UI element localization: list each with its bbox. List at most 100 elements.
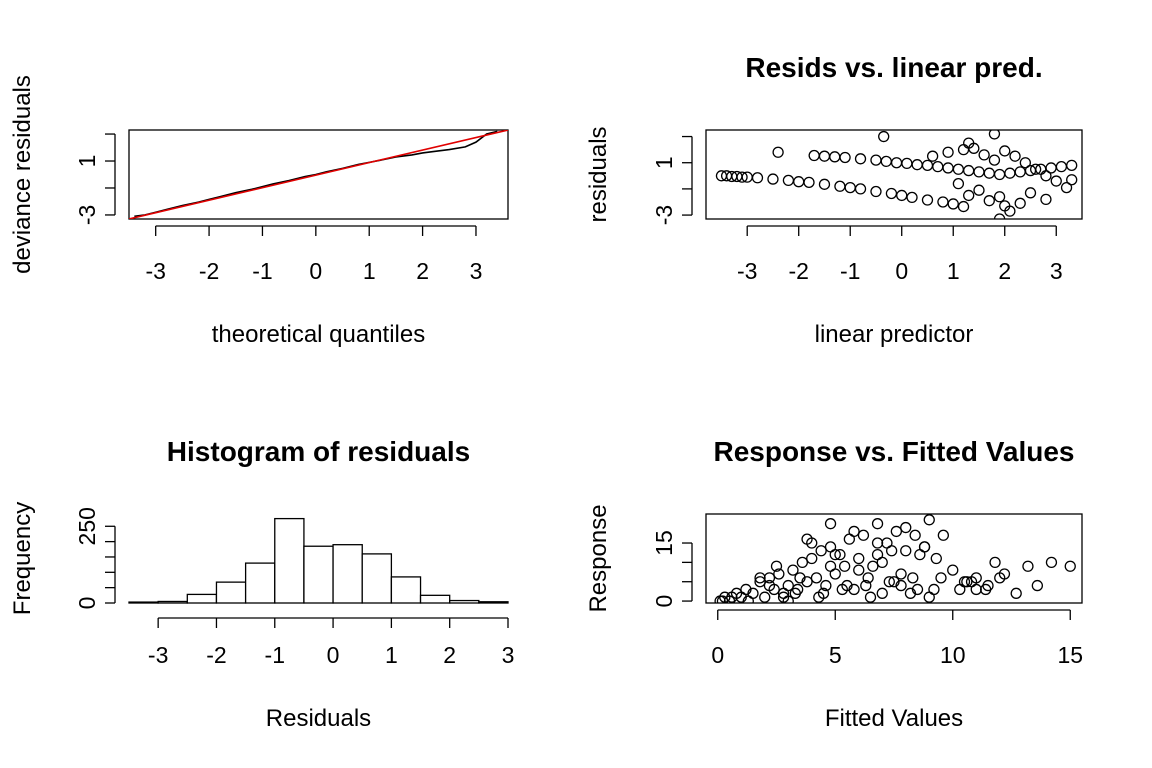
data-point [844,181,856,194]
x-tick-label: 15 [1057,642,1083,668]
data-point [815,545,827,557]
data-point [824,560,837,572]
data-point [870,154,882,166]
data-point [747,587,759,599]
data-point [890,525,902,538]
y-tick-label: 1 [74,155,100,168]
chart-title: Histogram of residuals [167,436,470,467]
x-tick-label: 2 [998,258,1011,284]
data-point [932,160,944,173]
data-point [973,166,985,178]
data-point [1024,187,1037,199]
data-point [928,583,940,596]
data-point [803,176,815,189]
data-point [907,572,919,584]
data-point [810,572,823,584]
data-point [772,146,784,158]
x-tick-label: 3 [502,642,515,668]
histogram-bar [419,594,451,604]
data-point [988,130,1001,140]
data-point [989,556,1001,569]
data-point [857,529,870,541]
data-point [824,541,837,553]
data-point [759,591,771,603]
data-point [900,521,912,534]
data-point [999,145,1011,157]
data-point [1040,170,1052,182]
data-point [885,187,898,200]
data-point [994,572,1006,584]
histogram-bar [215,581,247,604]
plot-area [714,514,1076,603]
y-tick-label: 15 [651,530,677,556]
panel-2: Resids vs. linear pred. linear predictor r… [585,52,1083,348]
data-point [848,525,860,538]
data-point [787,564,799,576]
data-point [1014,197,1026,209]
x-tick-label: -2 [788,258,808,284]
x-axis-label: linear predictor [815,321,974,348]
data-point [952,178,965,190]
data-point [963,137,975,149]
plot-frame [705,513,1083,604]
data-point [793,176,805,188]
data-point [957,200,970,213]
plot-area [129,130,508,219]
data-point [942,162,954,174]
data-point [970,583,982,596]
data-point [854,153,867,165]
x-tick-label: 0 [327,642,340,668]
data-point [1066,174,1078,186]
data-point [1040,193,1052,206]
data-point [1031,579,1043,592]
y-tick-label: 0 [74,597,100,610]
x-tick-label: -1 [265,642,285,668]
x-axis-label: theoretical quantiles [212,321,425,348]
x-tick-label: 3 [470,258,483,284]
data-point [921,159,934,171]
data-point [773,568,785,580]
panel-1: theoretical quantiles deviance residuals -… [9,75,509,348]
x-tick-label: -2 [199,258,219,284]
data-point [794,572,806,584]
data-point [1010,587,1022,599]
chart-title: Response vs. Fitted Values [713,436,1074,467]
data-point [853,564,865,576]
data-point [930,552,942,565]
y-tick-label: 0 [651,595,677,608]
data-point [839,151,851,164]
x-tick-label: 1 [947,258,960,284]
data-point [820,579,832,592]
data-point [829,151,841,163]
data-point [900,545,912,557]
data-point [935,572,947,584]
data-point [937,196,949,208]
x-tick-label: -1 [252,258,272,284]
data-point [958,576,971,588]
plot-area [715,130,1078,219]
x-tick-label: -1 [840,258,860,284]
data-point [888,576,900,588]
data-point [937,529,949,541]
histogram-bar [390,576,422,604]
histogram-bar [303,545,334,604]
data-point [806,552,818,565]
data-point [963,189,975,202]
chart-title: Resids vs. linear pred. [745,52,1042,83]
data-point [751,172,764,184]
data-point [818,178,831,190]
histogram-bar [128,601,159,604]
data-point [754,572,766,584]
data-point [834,180,846,192]
data-point [824,518,837,530]
data-point [1009,150,1021,162]
x-tick-label: 2 [443,642,456,668]
data-point [870,185,882,198]
data-point [1050,175,1062,187]
data-point [963,164,975,177]
data-point [796,556,808,569]
data-point [911,583,924,596]
data-point [801,533,813,545]
data-point [918,541,931,553]
data-point [947,198,959,210]
